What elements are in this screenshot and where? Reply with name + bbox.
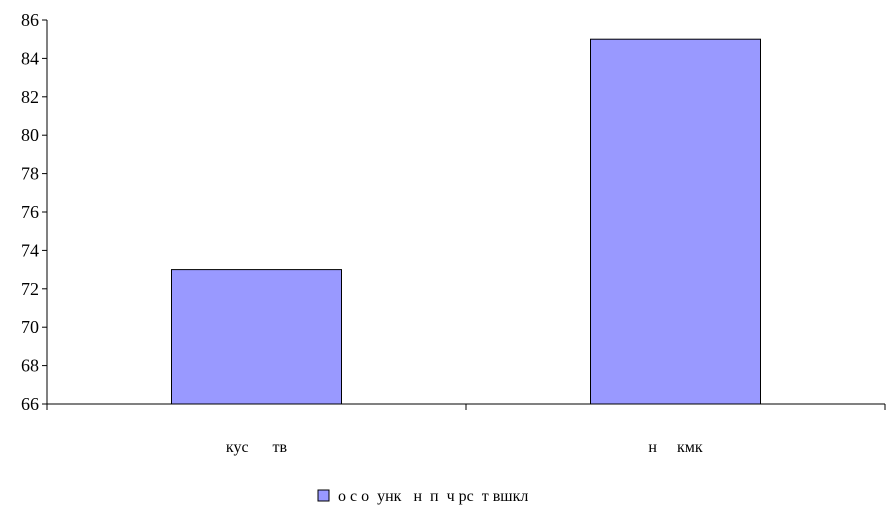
y-tick-label: 74 xyxy=(21,240,39,260)
y-tick-label: 82 xyxy=(21,87,39,107)
y-tick-label: 72 xyxy=(21,279,39,299)
y-tick-label: 66 xyxy=(21,394,39,414)
y-tick-label: 80 xyxy=(21,125,39,145)
axes: 66 68 70 72 74 76 78 80 82 84 86 xyxy=(21,10,886,414)
category-label-0: кус тв xyxy=(226,439,288,456)
category-label-1: н кмк xyxy=(648,439,702,456)
y-tick-label: 76 xyxy=(21,202,39,222)
bar-0 xyxy=(171,269,342,405)
plot-area xyxy=(171,38,761,405)
y-tick-label: 70 xyxy=(21,317,39,337)
category-labels: кус тв н кмк xyxy=(226,439,703,456)
y-tick-label: 86 xyxy=(21,10,39,30)
y-tick-label: 68 xyxy=(21,356,39,376)
legend-label: о с о унк н п ч рс т вшкл xyxy=(338,488,528,505)
y-tick-label: 78 xyxy=(21,164,39,184)
legend-swatch xyxy=(317,489,330,502)
bar-1 xyxy=(590,38,761,405)
legend: о с о унк н п ч рс т вшкл xyxy=(317,488,528,505)
y-tick-label: 84 xyxy=(21,48,39,68)
